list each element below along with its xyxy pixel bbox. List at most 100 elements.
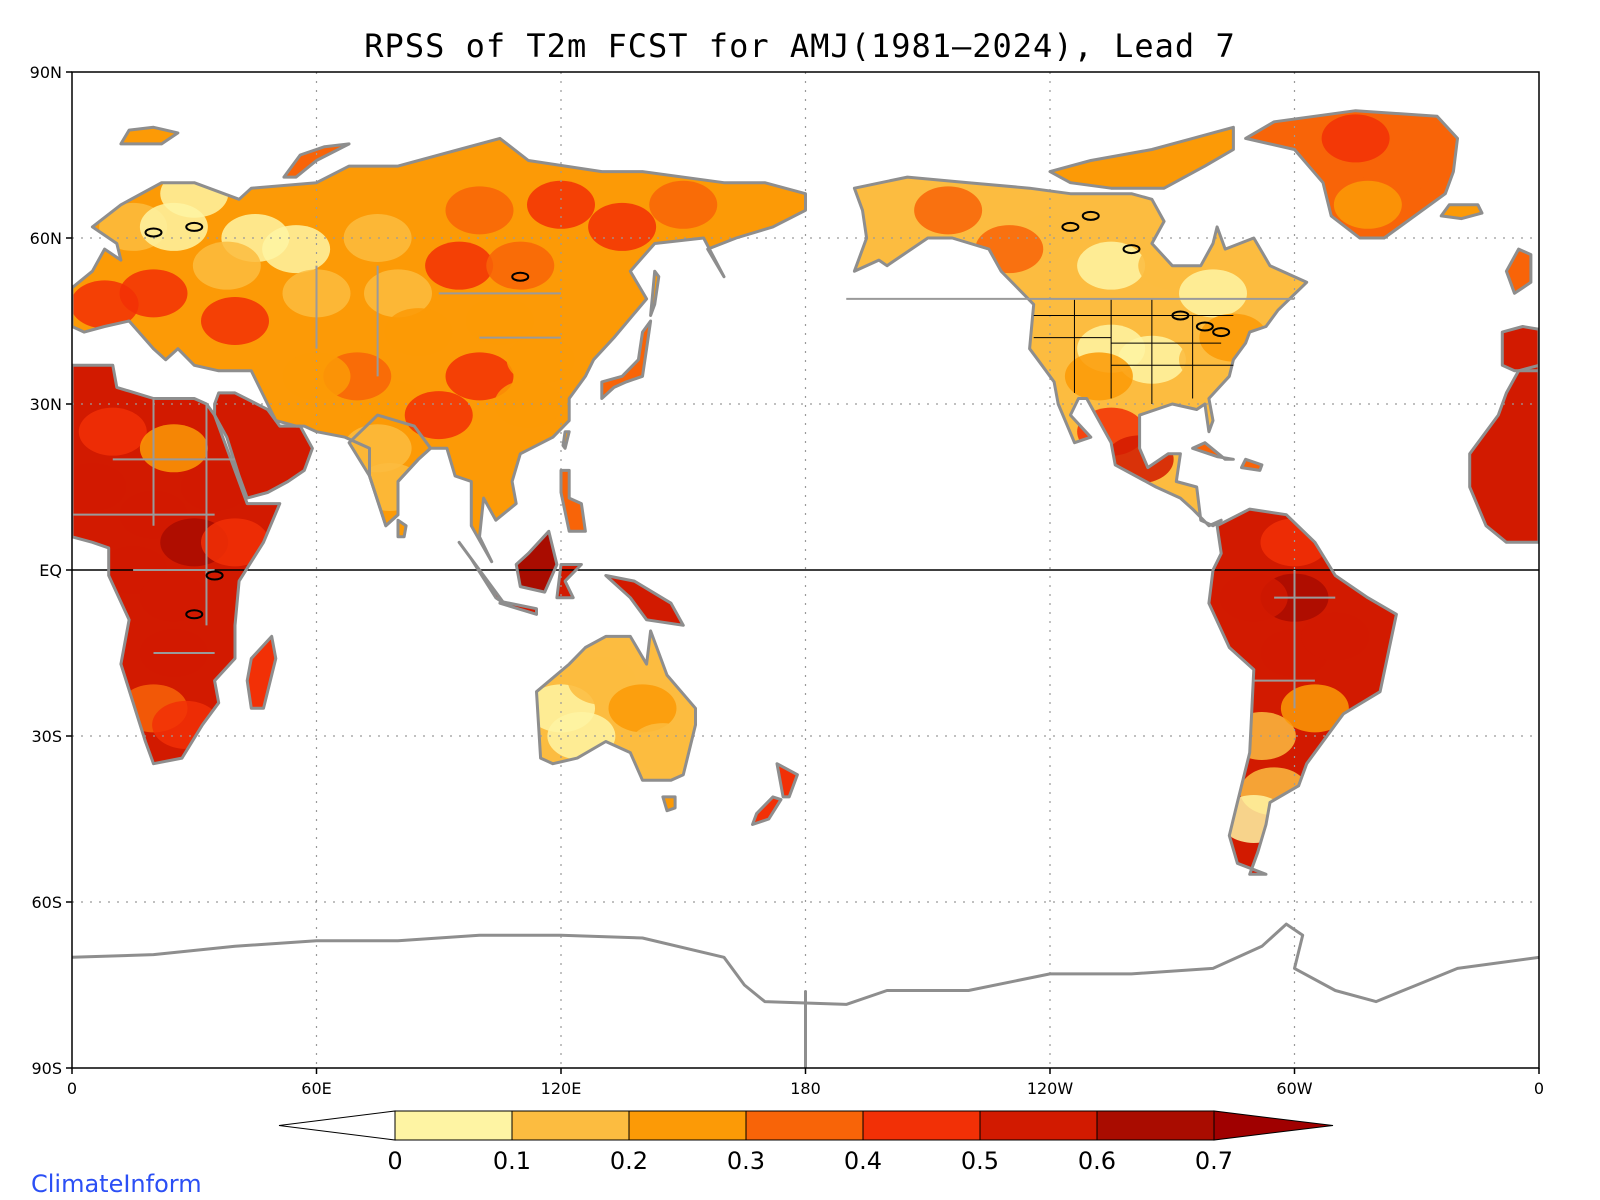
- lake-outline: [1122, 244, 1141, 255]
- rpss-cell: [139, 202, 208, 251]
- colorbar-swatch: [628, 1110, 747, 1141]
- coastline-antarctica: [72, 922, 1539, 1006]
- coastline-australia: [535, 629, 697, 782]
- coastline-india: [347, 413, 433, 528]
- rpss-cell: [1064, 352, 1133, 401]
- lake-outline: [1081, 210, 1100, 221]
- colorbar-tick-label: 0.6: [1078, 1147, 1116, 1175]
- lat-tick-label: 60N: [30, 229, 62, 248]
- coastline-cuba: [1191, 441, 1235, 461]
- coastline-java: [498, 600, 538, 616]
- rpss-cell: [404, 391, 473, 440]
- lon-tick-label: 120W: [1027, 1079, 1074, 1098]
- colorbar-swatch: [979, 1110, 1098, 1141]
- coastline-nz-north: [775, 762, 799, 799]
- rpss-cell: [465, 297, 534, 345]
- rpss-cell: [628, 723, 697, 772]
- land-madagascar: [247, 636, 276, 709]
- colorbar-tick-label: 0.2: [610, 1147, 648, 1175]
- colorbar-tick-label: 0: [387, 1147, 402, 1175]
- colorbar-swatch: [1096, 1110, 1215, 1141]
- rpss-cell: [78, 407, 147, 456]
- coastline-sumatra: [457, 540, 506, 605]
- rpss-cell: [282, 352, 351, 401]
- coastline-hispaniola: [1240, 457, 1264, 472]
- rpss-cell: [139, 573, 208, 622]
- rpss-cell: [914, 186, 983, 235]
- lake-outline: [1171, 310, 1190, 321]
- coastline-greenland: [1244, 109, 1459, 240]
- lat-tick-label: 60S: [31, 893, 62, 912]
- rpss-cell: [506, 335, 575, 384]
- rpss-cell: [494, 380, 563, 428]
- lake-outline: [511, 271, 530, 282]
- coastline-south-america: [1207, 507, 1398, 876]
- figure-title: RPSS of T2m FCST for AMJ(1981–2024), Lea…: [364, 27, 1235, 65]
- rpss-cell: [588, 202, 657, 251]
- rpss-cell: [180, 463, 249, 511]
- rpss-cell: [201, 297, 269, 345]
- coastline-novaya-zemlya: [282, 142, 351, 179]
- land-nz-south: [752, 796, 781, 825]
- colorbar-tick-label: 0.4: [844, 1147, 882, 1175]
- colorbar-swatch: [511, 1110, 630, 1141]
- latitude-axis: 90N 60N 30N EQ 30S 60S 90S: [30, 63, 72, 1078]
- coastline-arabia: [213, 391, 314, 500]
- colorbar-extend-high: [1213, 1110, 1334, 1141]
- coastline-africa: [72, 363, 282, 766]
- rpss-cell: [1219, 573, 1288, 622]
- land-new-guinea: [605, 575, 684, 626]
- colorbar-extend-low: [278, 1110, 396, 1141]
- coastline-new-guinea: [604, 574, 685, 627]
- lat-tick-label: 30N: [30, 395, 62, 414]
- rpss-cell: [1199, 313, 1268, 362]
- rpss-cell: [445, 186, 514, 235]
- coastline-sulawesi: [555, 563, 583, 600]
- rpss-cell: [547, 712, 616, 760]
- coastline-africa-west: [1468, 363, 1539, 544]
- rpss-cell: [72, 280, 139, 329]
- land-borneo: [516, 531, 557, 593]
- colorbar-tick-label: 0.5: [961, 1147, 999, 1175]
- rpss-cell: [364, 269, 432, 318]
- lat-tick-label: 90N: [30, 63, 62, 82]
- rpss-cell: [649, 180, 718, 229]
- lon-tick-label: 0: [67, 1079, 77, 1098]
- rpss-cell: [384, 308, 453, 357]
- land-arctic-isles: [1050, 127, 1234, 189]
- coastline-philippines: [559, 468, 587, 533]
- rpss-cell: [72, 463, 127, 511]
- coastline-nz-south: [751, 795, 783, 826]
- lat-tick-label: 90S: [31, 1059, 62, 1078]
- coastline-sri-lanka: [396, 518, 408, 539]
- lon-tick-label: 60W: [1276, 1079, 1312, 1098]
- colorbar-swatch: [862, 1110, 981, 1141]
- lake-outline: [1212, 327, 1231, 338]
- land-iberia: [1502, 326, 1539, 371]
- land-tasmania: [662, 796, 676, 811]
- land-africa-west: [1469, 365, 1539, 543]
- colorbar-tick-label: 0.7: [1195, 1147, 1233, 1175]
- rpss-cell: [1077, 241, 1146, 290]
- lon-tick-label: 60E: [301, 1079, 331, 1098]
- rpss-cell: [608, 684, 677, 733]
- coastline-madagascar: [245, 634, 278, 710]
- lake-outline: [185, 609, 204, 620]
- lon-tick-label: 0: [1534, 1079, 1544, 1098]
- coastline-svalbard: [119, 125, 180, 146]
- lon-tick-label: 120E: [541, 1079, 582, 1098]
- lat-tick-label: 30S: [31, 727, 62, 746]
- colorbar-swatch: [745, 1110, 864, 1141]
- coastline-iceland: [1439, 203, 1484, 221]
- land-greenland: [1245, 110, 1458, 238]
- rpss-cell: [445, 352, 514, 401]
- coastline-tasmania: [661, 795, 677, 813]
- rpss-cell: [152, 700, 221, 749]
- rpss-cell: [262, 225, 331, 274]
- land-sulawesi: [556, 564, 582, 598]
- rpss-cell: [343, 214, 412, 262]
- lake-outline: [205, 570, 224, 581]
- lake-outline: [144, 227, 163, 238]
- coastlines: [72, 109, 1539, 1068]
